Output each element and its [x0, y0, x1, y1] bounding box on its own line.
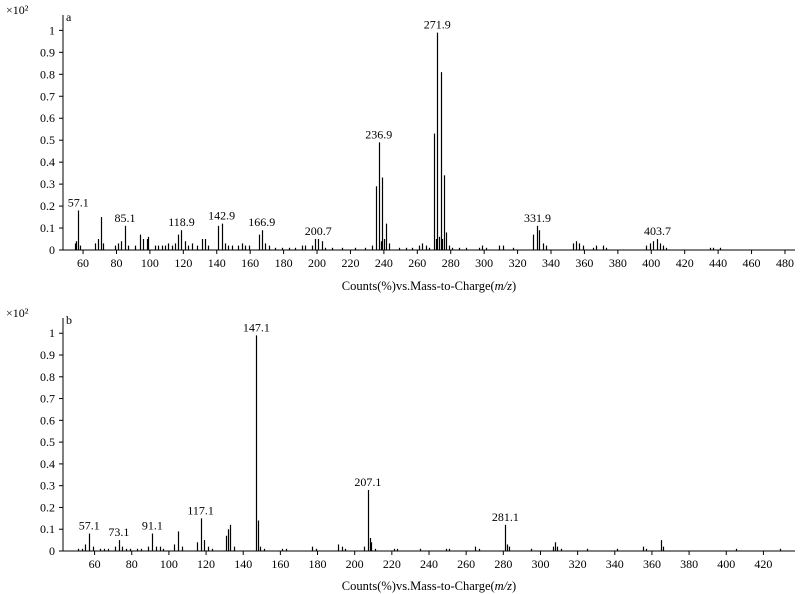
y-tick-label: 0.3 — [40, 177, 55, 191]
y-tick-label: 0.8 — [40, 370, 55, 384]
y-tick-label: 0.7 — [40, 392, 55, 406]
x-tick-label: 240 — [420, 557, 438, 571]
x-tick-label: 480 — [776, 256, 794, 270]
y-tick-label: 0 — [49, 243, 55, 257]
x-tick-label: 140 — [234, 557, 252, 571]
y-tick-label: 0 — [49, 544, 55, 558]
x-tick-label: 240 — [375, 256, 393, 270]
x-tick-label: 380 — [609, 256, 627, 270]
y-tick-label: 0.9 — [40, 45, 55, 59]
x-tick-label: 60 — [77, 256, 89, 270]
x-tick-label: 160 — [271, 557, 289, 571]
y-tick-label: 0.2 — [40, 199, 55, 213]
x-tick-label: 140 — [208, 256, 226, 270]
y-tick-label: 0.8 — [40, 67, 55, 81]
x-tick-label: 260 — [457, 557, 475, 571]
y-tick-label: 0.4 — [40, 155, 55, 169]
panel-label: a — [66, 10, 72, 24]
x-tick-label: 100 — [160, 557, 178, 571]
peak-label: 271.9 — [424, 18, 451, 32]
x-tick-label: 320 — [509, 256, 527, 270]
x-tick-label: 320 — [569, 557, 587, 571]
panel-label: b — [66, 313, 72, 327]
peak-label: 403.7 — [644, 224, 671, 238]
x-tick-label: 260 — [408, 256, 426, 270]
x-tick-label: 80 — [126, 557, 138, 571]
peak-label: 85.1 — [115, 211, 136, 225]
x-tick-label: 280 — [494, 557, 512, 571]
x-tick-label: 200 — [308, 256, 326, 270]
y-tick-label: 1 — [49, 23, 55, 37]
peak-label: 207.1 — [354, 475, 381, 489]
x-tick-label: 460 — [743, 256, 761, 270]
x-tick-label: 180 — [309, 557, 327, 571]
x-tick-label: 360 — [643, 557, 661, 571]
y-tick-label: 0.7 — [40, 89, 55, 103]
peak-label: 236.9 — [365, 127, 392, 141]
x-tick-label: 440 — [709, 256, 727, 270]
x-tick-label: 400 — [717, 557, 735, 571]
peak-label: 118.9 — [168, 215, 195, 229]
y-tick-label: 0.6 — [40, 413, 55, 427]
peak-label: 57.1 — [68, 195, 89, 209]
x-tick-label: 100 — [141, 256, 159, 270]
x-tick-label: 220 — [341, 256, 359, 270]
y-tick-label: 0.4 — [40, 457, 55, 471]
y-tick-label: 0.3 — [40, 479, 55, 493]
x-tick-label: 400 — [642, 256, 660, 270]
peak-label: 281.1 — [492, 510, 519, 524]
x-tick-label: 60 — [89, 557, 101, 571]
x-tick-label: 120 — [174, 256, 192, 270]
x-tick-label: 340 — [606, 557, 624, 571]
peak-label: 73.1 — [108, 525, 129, 539]
peak-label: 166.9 — [248, 215, 275, 229]
x-tick-label: 160 — [241, 256, 259, 270]
x-axis-title: Counts(%)vs.Mass-to-Charge(m/z) — [342, 279, 516, 293]
y-multiplier-label: ×10² — [6, 306, 29, 320]
x-tick-label: 200 — [346, 557, 364, 571]
y-tick-label: 0.9 — [40, 348, 55, 362]
x-tick-label: 220 — [383, 557, 401, 571]
x-tick-label: 340 — [542, 256, 560, 270]
y-tick-label: 1 — [49, 326, 55, 340]
x-tick-label: 420 — [676, 256, 694, 270]
x-tick-label: 300 — [531, 557, 549, 571]
x-tick-label: 300 — [475, 256, 493, 270]
x-tick-label: 420 — [754, 557, 772, 571]
x-tick-label: 80 — [110, 256, 122, 270]
y-tick-label: 0.1 — [40, 522, 55, 536]
x-tick-label: 180 — [275, 256, 293, 270]
x-tick-label: 360 — [575, 256, 593, 270]
peak-label: 57.1 — [79, 519, 100, 533]
x-axis-title: Counts(%)vs.Mass-to-Charge(m/z) — [342, 579, 516, 593]
peak-label: 142.9 — [208, 209, 235, 223]
y-tick-label: 0.1 — [40, 221, 55, 235]
y-tick-label: 0.6 — [40, 111, 55, 125]
y-tick-label: 0.5 — [40, 133, 55, 147]
peak-label: 200.7 — [305, 224, 332, 238]
x-tick-label: 380 — [680, 557, 698, 571]
y-tick-label: 0.5 — [40, 435, 55, 449]
x-tick-label: 120 — [197, 557, 215, 571]
y-tick-label: 0.2 — [40, 500, 55, 514]
peak-label: 91.1 — [142, 519, 163, 533]
x-tick-label: 280 — [442, 256, 460, 270]
y-multiplier-label: ×10² — [6, 3, 29, 17]
peak-label: 117.1 — [187, 503, 214, 517]
peak-label: 331.9 — [524, 211, 551, 225]
peak-label: 147.1 — [243, 320, 270, 334]
